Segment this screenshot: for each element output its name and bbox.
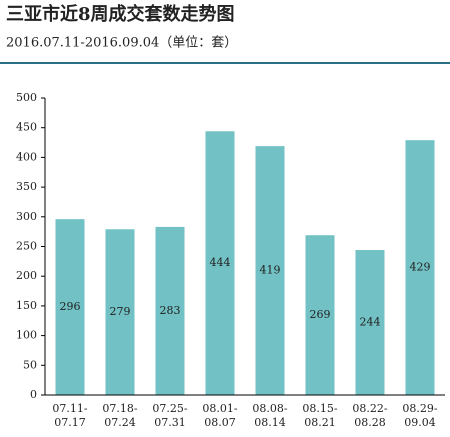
bar xyxy=(205,131,235,395)
value-label: 429 xyxy=(410,261,431,274)
y-tick-label: 0 xyxy=(30,388,37,401)
chart-subtitle: 2016.07.11-2016.09.04（单位：套） xyxy=(6,35,237,51)
x-tick-label: 08.01-08.07 xyxy=(202,402,237,429)
y-tick-label: 200 xyxy=(16,269,37,282)
x-tick-label: 07.25-07.31 xyxy=(152,402,187,429)
y-tick-label: 350 xyxy=(16,180,37,193)
x-tick-label: 07.18-07.24 xyxy=(102,402,137,429)
bar xyxy=(255,146,285,395)
value-label: 283 xyxy=(160,304,181,317)
y-tick-label: 500 xyxy=(16,91,37,104)
value-label: 296 xyxy=(60,300,81,313)
value-label: 279 xyxy=(110,305,131,318)
y-tick-label: 300 xyxy=(16,210,37,223)
x-tick-label: 08.22-08.28 xyxy=(352,402,387,429)
bar xyxy=(355,250,385,395)
value-label: 444 xyxy=(210,256,231,269)
bar xyxy=(55,219,85,395)
y-tick-label: 50 xyxy=(23,358,37,371)
bar xyxy=(305,235,335,395)
x-tick-label: 08.29-09.04 xyxy=(402,402,437,429)
value-label: 269 xyxy=(310,308,331,321)
y-tick-label: 250 xyxy=(16,240,37,253)
y-tick-label: 100 xyxy=(16,329,37,342)
y-tick-label: 150 xyxy=(16,299,37,312)
y-tick-label: 450 xyxy=(16,121,37,134)
bar xyxy=(405,140,435,395)
x-tick-label: 07.11-07.17 xyxy=(52,402,87,429)
value-label: 244 xyxy=(360,316,381,329)
x-tick-label: 08.08-08.14 xyxy=(252,402,287,429)
bar xyxy=(105,229,135,395)
chart-title: 三亚市近8周成交套数走势图 xyxy=(6,3,235,25)
x-tick-label: 08.15-08.21 xyxy=(302,402,337,429)
value-label: 419 xyxy=(260,264,281,277)
bar xyxy=(155,226,185,395)
y-tick-label: 400 xyxy=(16,150,37,163)
